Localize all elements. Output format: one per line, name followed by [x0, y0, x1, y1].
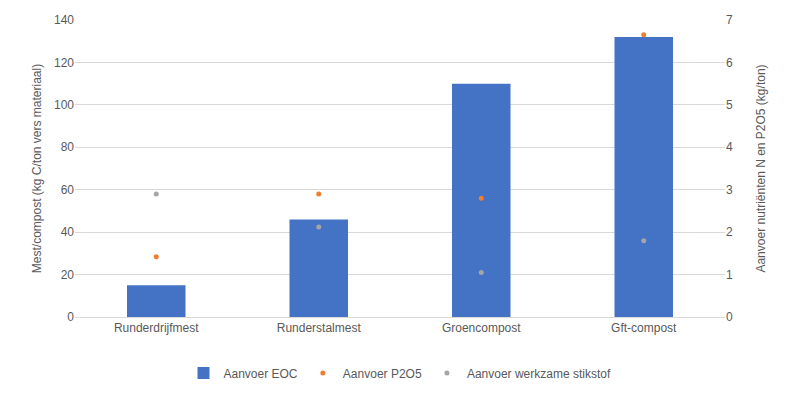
svg-text:120: 120: [54, 56, 74, 70]
svg-text:2: 2: [726, 225, 733, 239]
svg-text:Aanvoer P2O5: Aanvoer P2O5: [343, 367, 422, 381]
svg-text:Runderdrijfmest: Runderdrijfmest: [114, 321, 199, 335]
svg-text:6: 6: [726, 56, 733, 70]
svg-text:4: 4: [726, 140, 733, 154]
svg-text:40: 40: [61, 225, 75, 239]
svg-text:Runderstalmest: Runderstalmest: [277, 321, 362, 335]
svg-text:60: 60: [61, 183, 75, 197]
svg-text:Gft-compost: Gft-compost: [611, 321, 677, 335]
svg-text:3: 3: [726, 183, 733, 197]
svg-text:Aanvoer werkzame stikstof: Aanvoer werkzame stikstof: [467, 367, 611, 381]
svg-text:5: 5: [726, 98, 733, 112]
svg-text:100: 100: [54, 98, 74, 112]
svg-text:0: 0: [726, 310, 733, 324]
svg-text:80: 80: [61, 140, 75, 154]
svg-text:20: 20: [61, 268, 75, 282]
svg-text:Aanvoer EOC: Aanvoer EOC: [224, 367, 298, 381]
svg-text:1: 1: [726, 268, 733, 282]
svg-text:Groencompost: Groencompost: [442, 321, 521, 335]
svg-text:0: 0: [67, 310, 74, 324]
svg-text:140: 140: [54, 13, 74, 27]
svg-text:Aanvoer nutriënten N en P2O5 (: Aanvoer nutriënten N en P2O5 (kg/ton): [754, 64, 768, 272]
svg-text:Mest/compost (kg C/ton vers ma: Mest/compost (kg C/ton vers materiaal): [30, 64, 44, 273]
svg-text:7: 7: [726, 13, 733, 27]
